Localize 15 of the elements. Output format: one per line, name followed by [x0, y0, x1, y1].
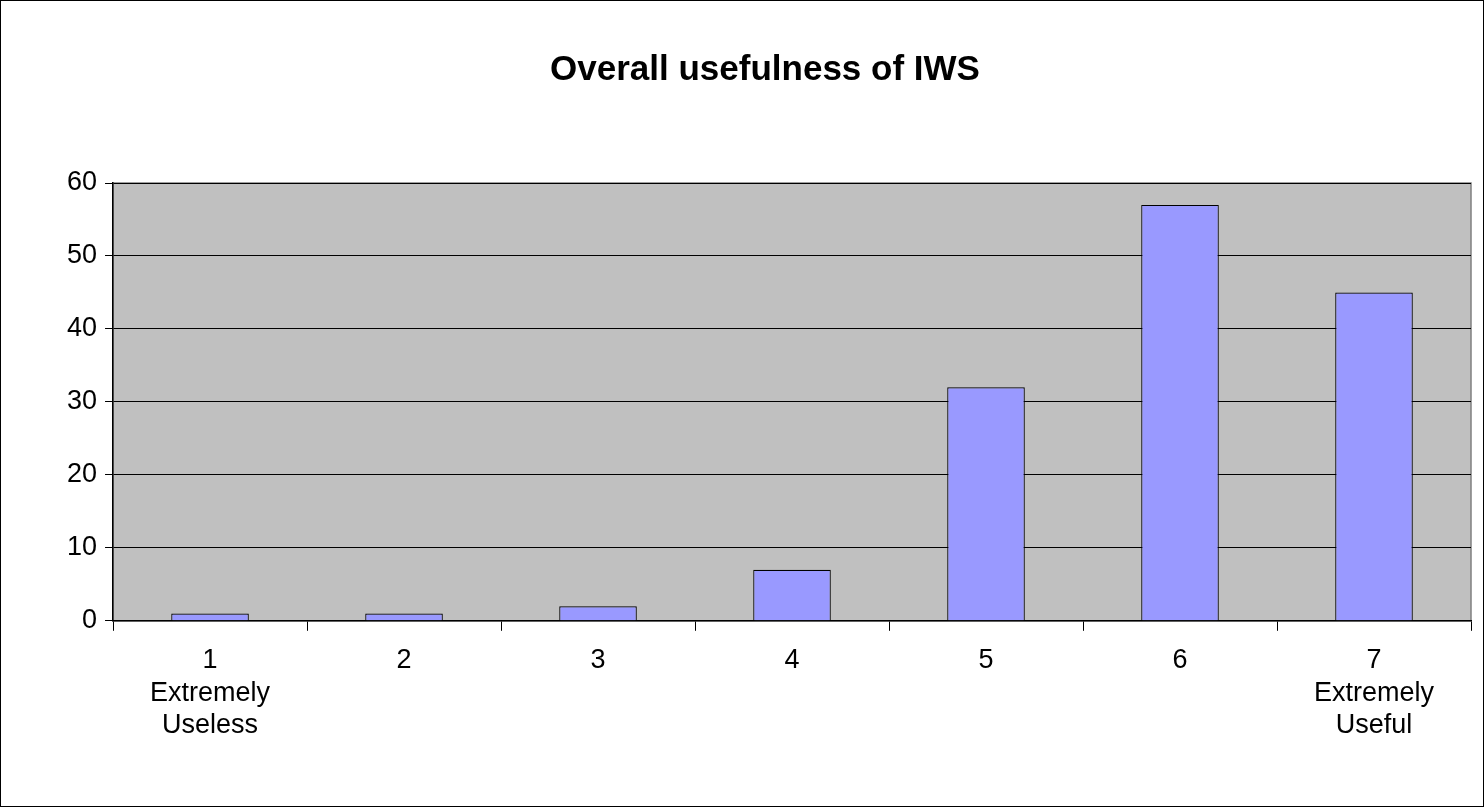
x-tick-label: 1 Extremely Useless: [150, 644, 271, 740]
chart-title: Overall usefulness of IWS: [550, 47, 980, 87]
y-tick-label: 50: [66, 239, 98, 270]
y-tick-label: 20: [66, 458, 98, 489]
y-tick-label: 10: [66, 531, 98, 562]
x-tick-label: 7 Extremely Useful: [1313, 644, 1435, 740]
y-tick-label: 30: [66, 385, 98, 416]
x-tick-label: 6: [1172, 644, 1188, 675]
y-tick-label: 40: [66, 312, 98, 343]
x-tick-label: 5: [978, 644, 994, 675]
y-tick-label: 60: [66, 166, 98, 197]
x-tick-label: 2: [396, 644, 412, 675]
y-tick-label: 0: [82, 604, 98, 635]
x-tick-label: 4: [784, 644, 800, 675]
x-tick-label: 3: [590, 644, 606, 675]
